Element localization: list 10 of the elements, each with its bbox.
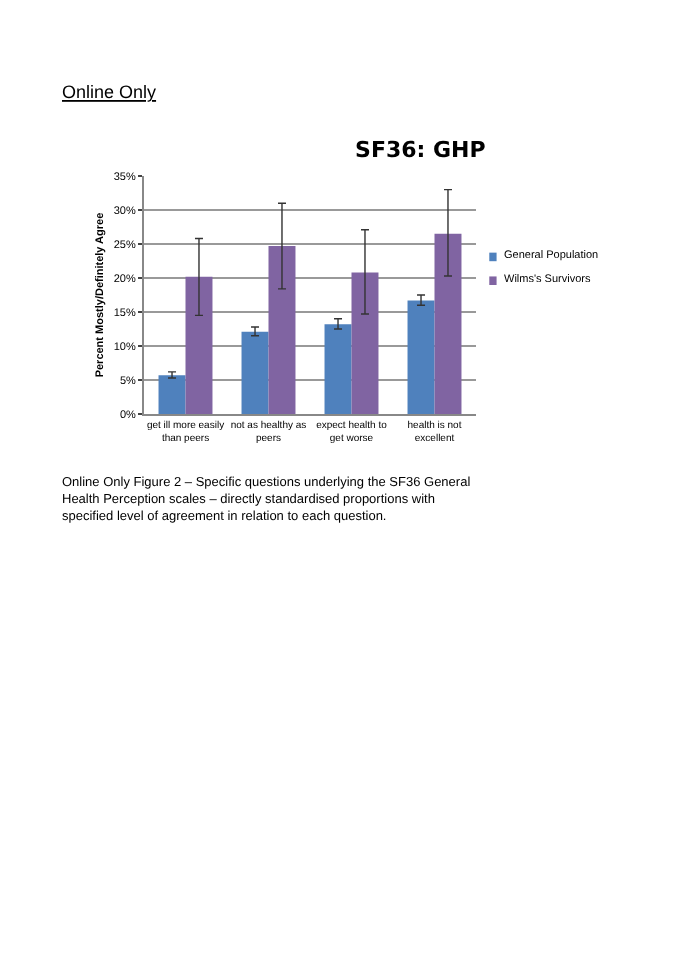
chart-title: SF36: GHP [355,136,486,163]
bar [268,246,296,414]
bar [185,276,213,414]
bar [434,233,462,414]
bar [407,300,435,414]
bar [158,375,186,414]
bar [351,272,379,414]
text: Online Only [62,82,158,102]
bar [241,331,269,414]
bar [324,324,352,414]
